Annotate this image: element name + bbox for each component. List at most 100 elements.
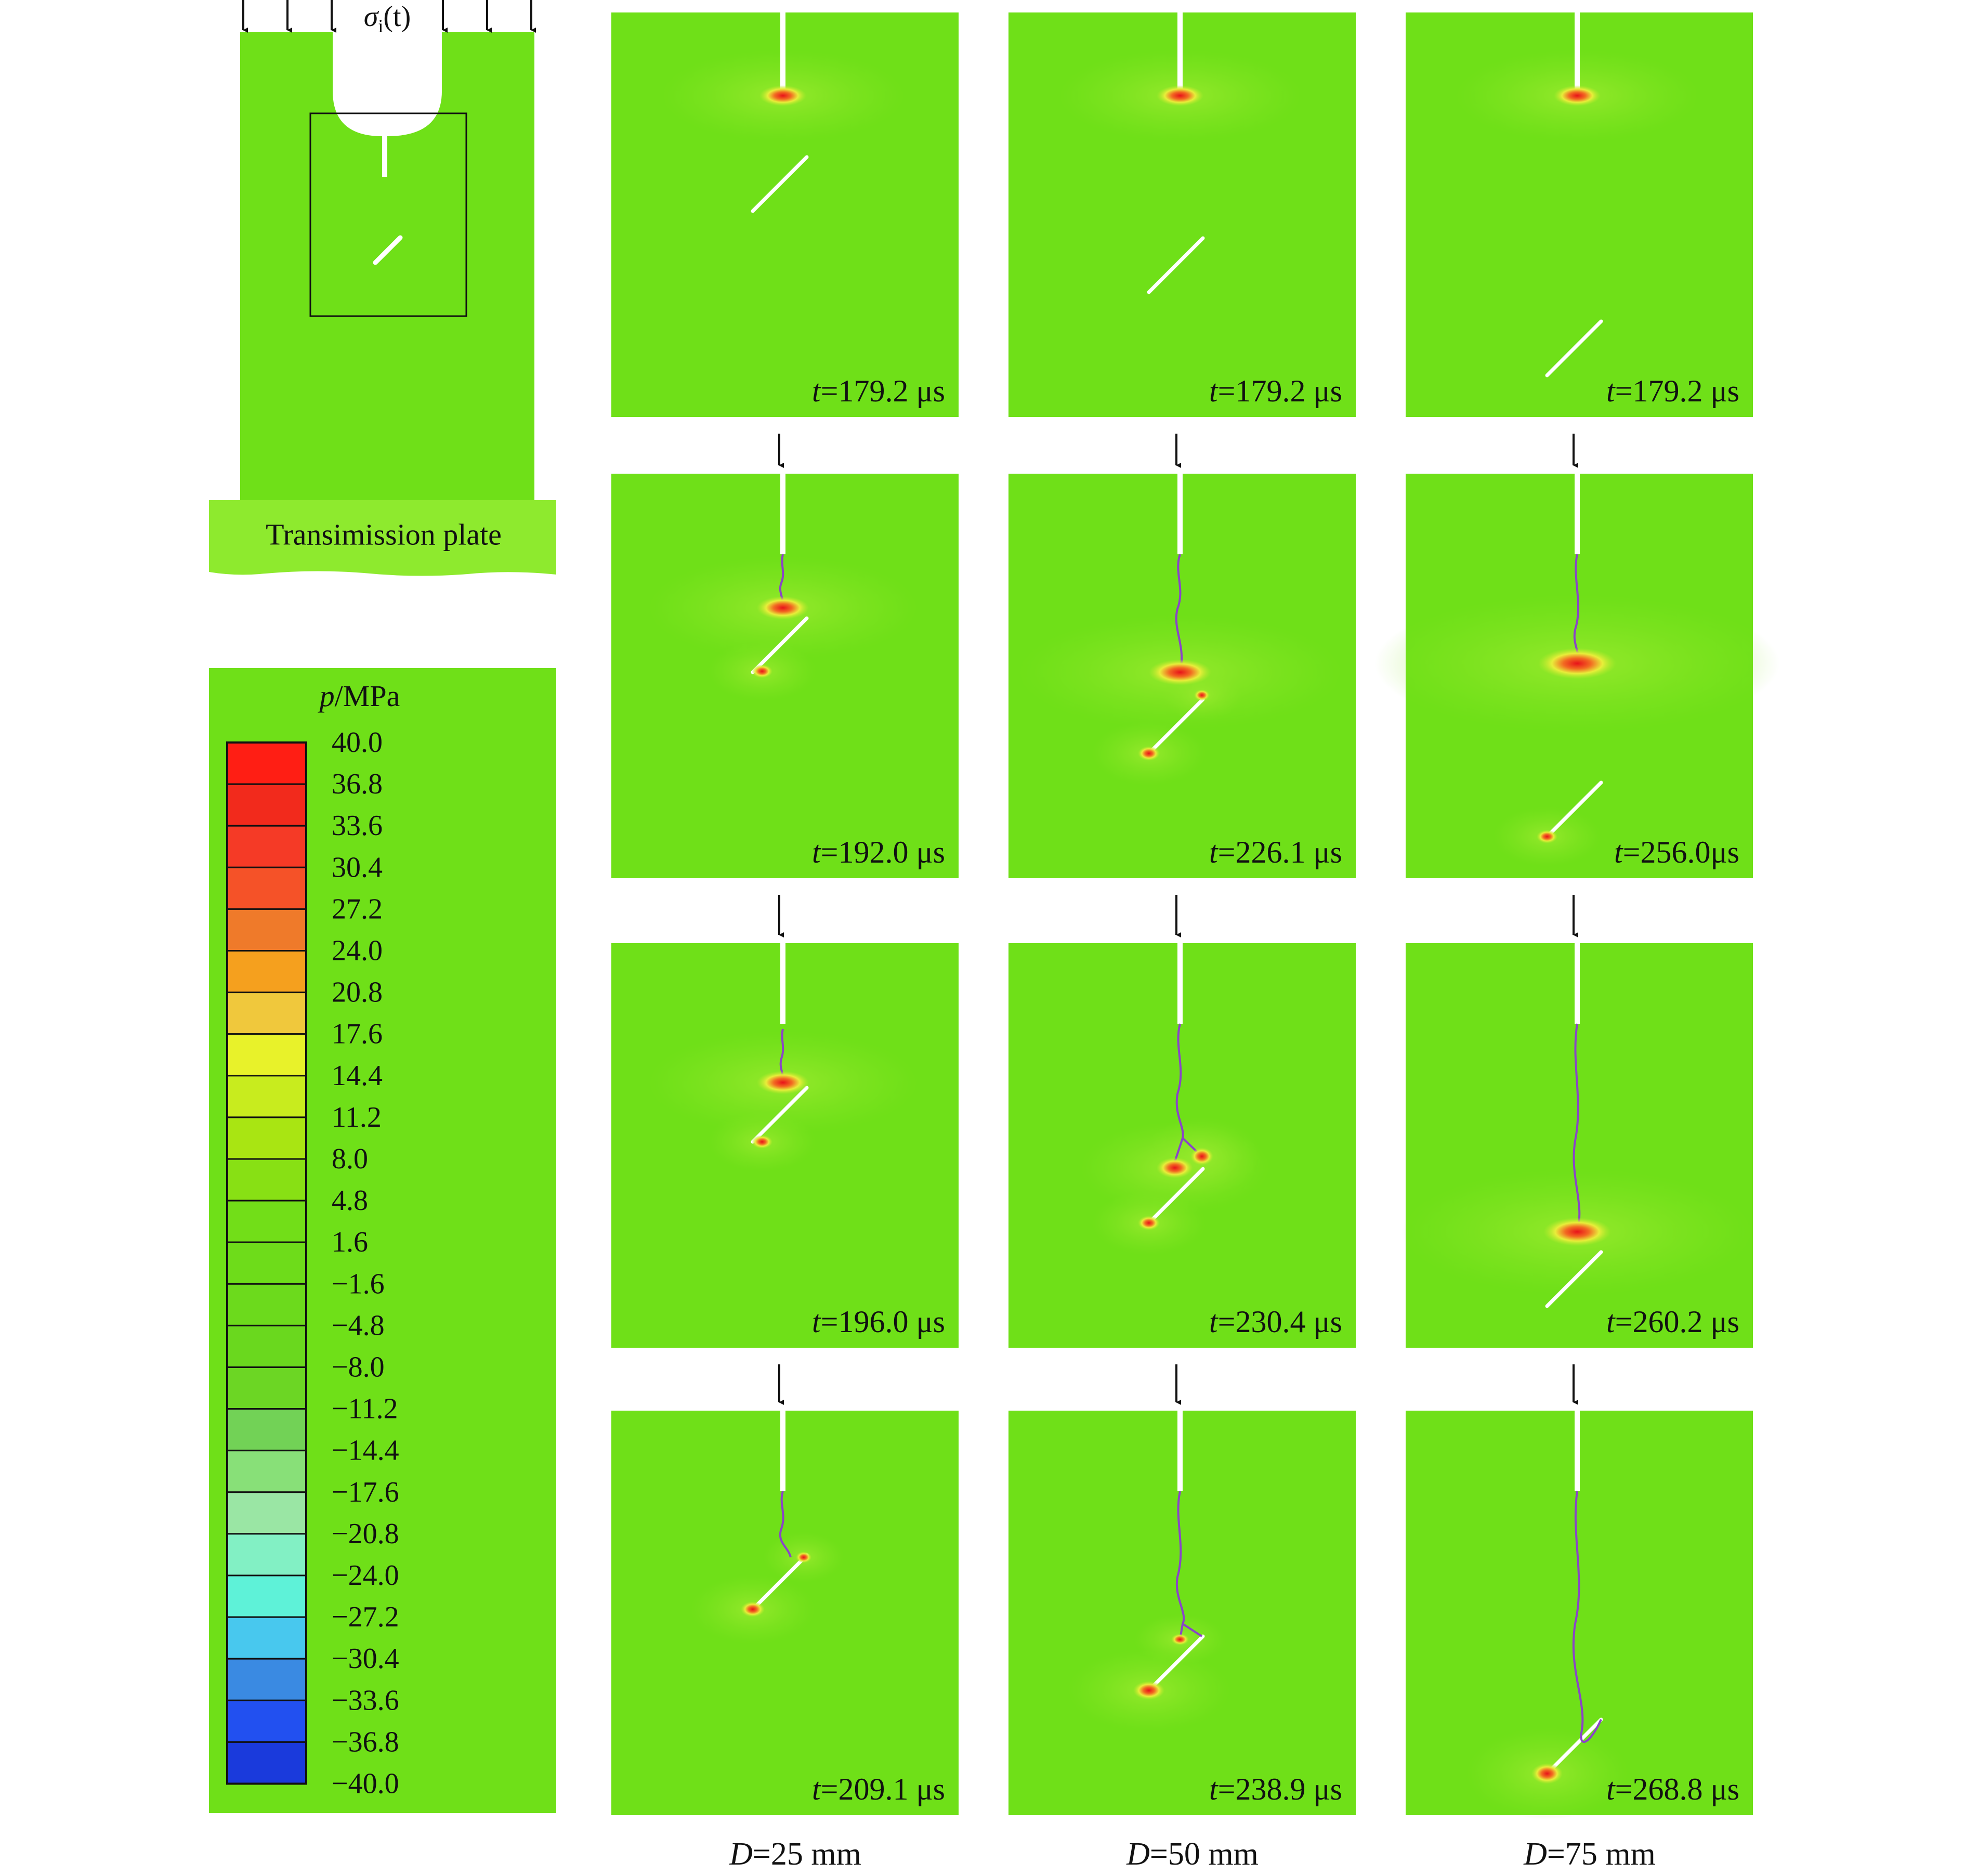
legend-color-band [226,1241,307,1285]
legend-level-label: −14.4 [332,1435,399,1467]
stress-concentration [1543,1217,1611,1246]
notch-slot [1177,1411,1183,1491]
stress-concentration [1537,830,1557,843]
legend-level-label: 4.8 [332,1184,368,1217]
legend-color-band [226,992,307,1035]
legend-level-label: −20.8 [332,1518,399,1550]
stress-concentration [1554,85,1601,106]
time-label: t=256.0μs [1614,835,1739,869]
notch-slot [1575,474,1580,554]
legend-level-label: −17.6 [332,1476,399,1508]
stress-concentration [1531,1763,1563,1784]
simulation-panel: t=179.2 μs [611,12,959,417]
legend-level-label: −4.8 [332,1309,385,1341]
pre-flaw [1545,319,1603,377]
notch-slot [1177,12,1183,93]
legend-level-label: −40.0 [332,1768,399,1800]
pre-flaw [373,235,403,265]
stress-concentration [1157,1157,1193,1178]
simulation-panel: t=192.0 μs [611,474,959,878]
simulation-panel: t=260.2 μs [1401,943,1753,1348]
stress-concentration [759,85,806,106]
pressure-legend: p/MPa 40.0 36.8 33.6 30.4 27.2 24.0 20.8 17.6 14… [209,668,556,1813]
legend-level-label: 1.6 [332,1226,368,1258]
time-label: t=179.2 μs [1606,374,1739,408]
crack-path [1175,554,1183,673]
legend-level-label: 11.2 [332,1101,382,1134]
time-label: t=268.8 μs [1606,1772,1739,1806]
legend-level-label: 30.4 [332,851,383,883]
pre-flaw [751,616,809,674]
stress-concentration [1149,659,1211,685]
legend-title: p/MPa [318,679,400,713]
time-label: t=226.1 μs [1209,835,1342,869]
stress-concentration [1190,1148,1213,1165]
stress-concentration [796,1552,811,1563]
legend-color-band [226,1200,307,1243]
time-step-arrows [778,434,1578,1405]
transmission-plate-label: Transimission plate [266,517,502,551]
legend-color-band [226,950,307,994]
stress-concentration [1171,1634,1189,1645]
stress-concentration [1157,85,1203,106]
time-label: t=179.2 μs [1209,374,1342,408]
legend-color-scale [226,741,307,1785]
legend-color-band [226,1158,307,1202]
notch-slot [1575,943,1580,1024]
legend-color-band [226,1491,307,1535]
pre-flaw [751,1553,809,1611]
legend-color-band [226,1699,307,1743]
pre-flaw [1147,236,1205,294]
legend-level-label: −11.2 [332,1393,398,1425]
crack-path [1175,1491,1203,1640]
legend-color-band [226,1616,307,1660]
legend-level-label: 33.6 [332,810,383,842]
notch-slot [780,474,785,554]
legend-level-label: 40.0 [332,726,383,759]
load-label: σi(t) [364,1,411,36]
legend-level-label: −24.0 [332,1559,399,1592]
legend-level-label: −1.6 [332,1268,385,1300]
simulation-panel: t=179.2 μs [1008,12,1356,417]
stress-concentration [1138,746,1160,761]
crack-path [1573,1023,1581,1232]
legend-level-label: 24.0 [332,935,383,967]
notch-slot [780,943,785,1024]
legend-color-band [226,1741,307,1784]
notch-cutout [333,32,442,177]
stress-concentration [757,596,809,620]
simulation-panel: t=230.4 μs [1008,943,1356,1348]
legend-color-band [226,1283,307,1326]
column-label: D=25 mm [729,1836,861,1872]
legend-color-band [226,741,307,785]
legend-level-label: 27.2 [332,893,383,925]
legend-level-label: 20.8 [332,976,383,1009]
legend-color-band [226,1075,307,1118]
pre-flaw [751,1086,809,1144]
simulation-panel-grid: t=179.2 μs t=192.0 μs t=196.0 μs t=209.1 μs… [611,12,1780,1819]
pre-flaw [751,155,809,213]
stress-concentration [1138,1216,1160,1230]
legend-color-band [226,825,307,868]
notch-slot [1177,474,1183,554]
time-label: t=196.0 μs [812,1305,945,1339]
pre-flaw [1147,1634,1205,1692]
legend-level-label: −30.4 [332,1643,399,1675]
legend-color-band [226,1366,307,1410]
legend-color-band [226,908,307,952]
stress-concentration [752,665,772,678]
stress-concentration [1133,1681,1164,1700]
pre-flaw [1545,780,1603,839]
load-arrows [242,0,536,33]
simulation-panel: t=256.0μs [1374,474,1780,878]
notch-slot [1177,943,1183,1024]
legend-color-band [226,1533,307,1577]
region-of-interest-box [309,112,467,317]
time-label: t=260.2 μs [1606,1305,1739,1339]
legend-level-label: 36.8 [332,768,383,800]
legend-color-band [226,1574,307,1618]
legend-level-label: −36.8 [332,1726,399,1758]
legend-color-band [226,783,307,827]
legend-color-band [226,1450,307,1493]
time-label: t=179.2 μs [812,374,945,408]
